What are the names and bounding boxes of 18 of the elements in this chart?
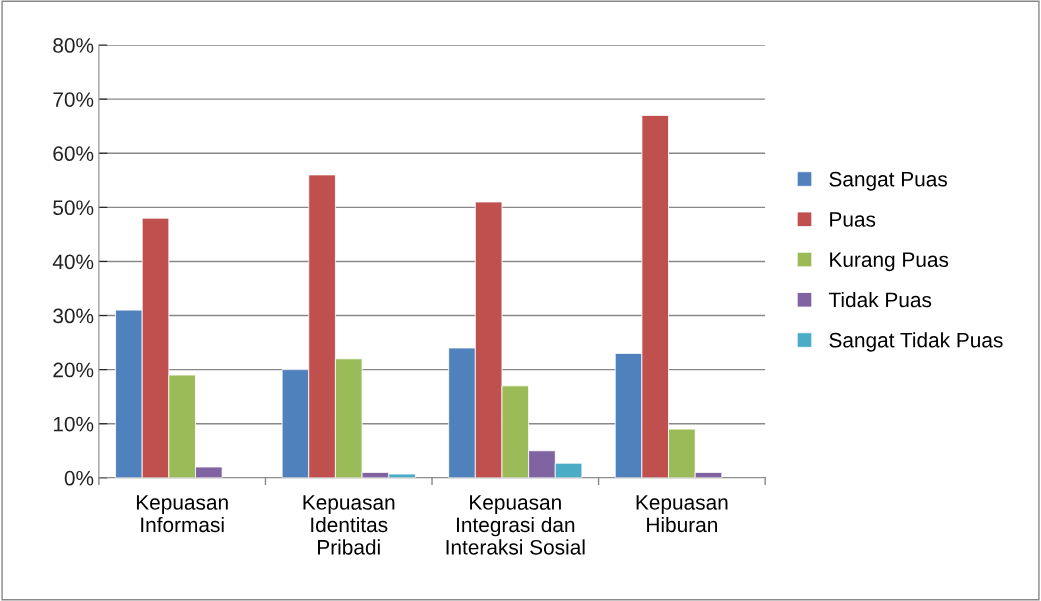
x-tick-label: Kepuasan Hiburan: [636, 495, 728, 533]
legend-label: Sangat Puas: [829, 171, 948, 191]
x-tick-label: Kepuasan Identitas Pribadi: [303, 495, 395, 555]
y-tick-label: 80%: [53, 38, 94, 53]
legend-label: Sangat Tidak Puas: [829, 332, 1003, 352]
y-tick-label: 40%: [52, 254, 94, 270]
y-tick-label: 10%: [53, 416, 94, 432]
x-tick-label: Kepuasan Informasi: [136, 495, 228, 533]
y-tick-label: 50%: [53, 200, 94, 216]
legend-label: Kurang Puas: [830, 252, 949, 272]
y-tick-label: 70%: [53, 92, 94, 107]
y-tick-label: 30%: [53, 308, 94, 324]
y-tick-label: 0%: [64, 470, 94, 486]
legend-label: Puas: [830, 212, 876, 227]
x-tick-label: Kepuasan Integrasi dan Interaksi Sosial: [446, 495, 585, 555]
legend-label: Tidak Puas: [828, 291, 932, 308]
y-tick-label: 20%: [53, 362, 94, 378]
y-tick-label: 60%: [53, 146, 94, 162]
